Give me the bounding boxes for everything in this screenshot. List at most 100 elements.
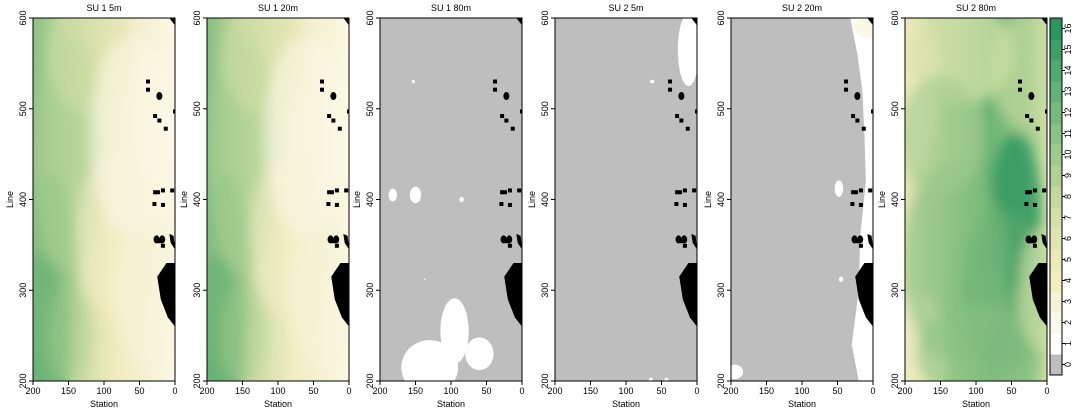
value-blob [650, 79, 655, 84]
y-axis-label: Line [703, 191, 713, 208]
legend-swatch [1050, 123, 1062, 145]
x-tick-label: 200 [25, 386, 40, 396]
y-tick-label: 300 [365, 283, 375, 298]
legend-swatch [1050, 18, 1062, 40]
value-blob [465, 337, 494, 371]
legend-tick-label: 2 [1063, 320, 1073, 325]
y-tick-label: 200 [540, 373, 550, 388]
legend-tick-label: 12 [1063, 107, 1073, 117]
x-tick-label: 150 [933, 386, 948, 396]
legend-tick-label: 13 [1063, 86, 1073, 96]
value-blob [731, 364, 744, 380]
legend-tick-label: 11 [1063, 129, 1073, 138]
y-tick-label: 600 [18, 10, 28, 25]
legend-tick-label: 10 [1063, 149, 1073, 159]
x-axis-label: Station [962, 399, 990, 409]
value-blob [409, 186, 422, 204]
mask-layer [844, 18, 873, 327]
y-tick-label: 200 [716, 373, 726, 388]
value-blob [834, 180, 844, 197]
x-tick-label: 100 [618, 386, 633, 396]
y-tick-label: 400 [540, 192, 550, 207]
legend-swatch [1050, 165, 1062, 187]
y-tick-label: 500 [365, 101, 375, 116]
x-tick-label: 150 [235, 386, 250, 396]
y-tick-label: 600 [716, 10, 726, 25]
value-blob [838, 276, 844, 283]
legend-swatch [1050, 60, 1062, 82]
y-tick-label: 200 [365, 373, 375, 388]
x-tick-label: 0 [346, 386, 351, 396]
x-tick-label: 50 [481, 386, 491, 396]
legend-tick-label: 9 [1063, 173, 1073, 178]
x-tick-label: 50 [134, 386, 144, 396]
y-tick-label: 200 [18, 373, 28, 388]
legend-swatch [1050, 102, 1062, 124]
mask-layer [1018, 18, 1047, 327]
y-axis-label: Line [877, 191, 887, 208]
y-tick-label: 600 [540, 10, 550, 25]
legend-tick-label: 7 [1063, 215, 1073, 220]
x-tick-label: 50 [656, 386, 666, 396]
y-tick-label: 400 [716, 192, 726, 207]
mask-layer [146, 18, 175, 327]
mask-layer [668, 18, 697, 327]
legend-swatch [1050, 333, 1062, 355]
mask-layer [320, 18, 349, 327]
x-axis-label: Station [437, 399, 465, 409]
y-tick-label: 300 [716, 283, 726, 298]
x-tick-label: 150 [759, 386, 774, 396]
y-axis-label: Line [5, 191, 15, 208]
x-axis-label: Station [90, 399, 118, 409]
panel-title: SU 2 5m [608, 3, 643, 13]
panel-title: SU 2 20m [782, 3, 822, 13]
legend-tick-label: 15 [1063, 44, 1073, 54]
legend-swatch [1050, 249, 1062, 271]
legend-swatch [1050, 228, 1062, 250]
y-axis-label: Line [527, 191, 537, 208]
legend-tick-label: 14 [1063, 65, 1073, 75]
x-tick-label: 200 [897, 386, 912, 396]
y-tick-label: 300 [18, 283, 28, 298]
x-axis-label: Station [612, 399, 640, 409]
x-tick-label: 0 [1044, 386, 1049, 396]
legend-swatch [1050, 207, 1062, 229]
y-tick-label: 200 [192, 373, 202, 388]
panel-title: SU 1 20m [258, 3, 298, 13]
value-blob [648, 377, 653, 381]
value-blob [401, 340, 459, 381]
legend-tick-label: 1 [1063, 341, 1073, 346]
legend-tick-label: 5 [1063, 257, 1073, 262]
legend-swatch [1050, 186, 1062, 208]
value-blob [664, 377, 669, 381]
y-tick-label: 200 [890, 373, 900, 388]
y-tick-label: 300 [192, 283, 202, 298]
x-tick-label: 0 [870, 386, 875, 396]
y-tick-label: 400 [18, 192, 28, 207]
legend-swatch [1050, 39, 1062, 61]
x-tick-label: 100 [270, 386, 285, 396]
x-tick-label: 200 [723, 386, 738, 396]
value-blob [411, 79, 415, 84]
legend-swatch [1050, 312, 1062, 334]
legend-tick-label: 3 [1063, 299, 1073, 304]
y-axis-label: Line [179, 191, 189, 208]
x-axis-label: Station [788, 399, 816, 409]
x-tick-label: 100 [443, 386, 458, 396]
y-tick-label: 500 [890, 101, 900, 116]
y-tick-label: 400 [192, 192, 202, 207]
y-tick-label: 300 [540, 283, 550, 298]
x-tick-label: 0 [694, 386, 699, 396]
x-tick-label: 150 [61, 386, 76, 396]
x-tick-label: 200 [199, 386, 214, 396]
y-tick-label: 500 [18, 101, 28, 116]
y-tick-label: 500 [540, 101, 550, 116]
panel-title: SU 1 5m [86, 3, 121, 13]
legend-swatch [1050, 291, 1062, 313]
value-blob [459, 196, 464, 203]
x-tick-label: 200 [547, 386, 562, 396]
